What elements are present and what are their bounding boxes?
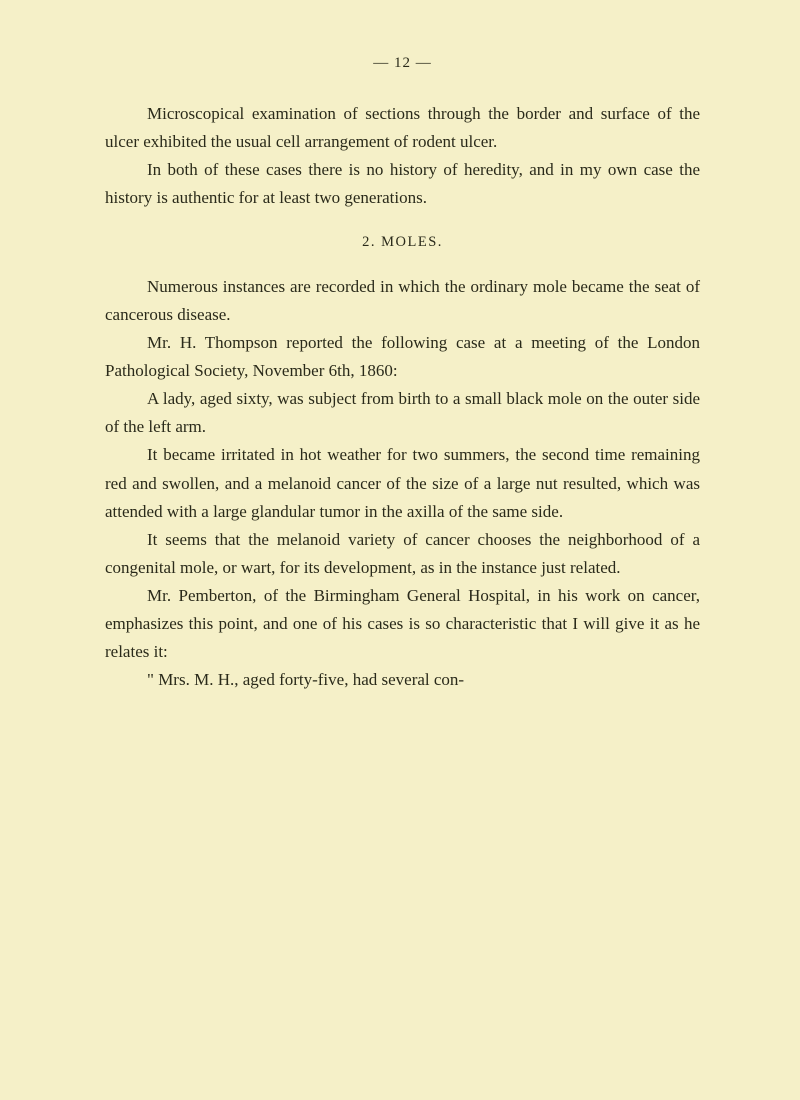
- paragraph-6: It became irritated in hot weather for t…: [105, 441, 700, 525]
- paragraph-3: Numerous instances are recorded in which…: [105, 273, 700, 329]
- paragraph-2: In both of these cases there is no histo…: [105, 156, 700, 212]
- paragraph-9: " Mrs. M. H., aged forty-five, had sever…: [105, 666, 700, 694]
- paragraph-5: A lady, aged sixty, was subject from bir…: [105, 385, 700, 441]
- page-number: — 12 —: [105, 55, 700, 72]
- text-content: Microscopical examination of sections th…: [105, 100, 700, 694]
- paragraph-1: Microscopical examination of sections th…: [105, 100, 700, 156]
- section-heading: 2. MOLES.: [105, 234, 700, 251]
- paragraph-8: Mr. Pemberton, of the Birmingham General…: [105, 582, 700, 666]
- paragraph-4: Mr. H. Thompson reported the following c…: [105, 329, 700, 385]
- paragraph-7: It seems that the melanoid variety of ca…: [105, 526, 700, 582]
